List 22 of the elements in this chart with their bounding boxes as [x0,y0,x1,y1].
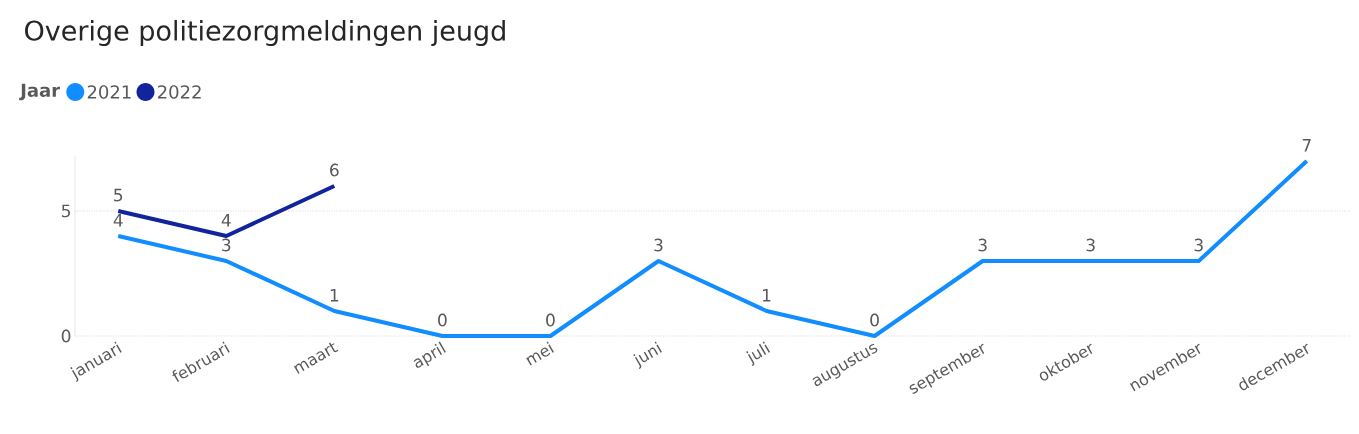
data-label: 1 [330,289,339,302]
legend-label: 2022 [158,85,201,99]
chart-title: Overige politiezorgmeldingen jeugd [25,19,505,47]
data-label: 1 [762,289,771,302]
data-label: 5 [114,188,123,202]
data-label: 4 [113,214,123,227]
x-tick-label: juli [746,341,771,367]
data-label: 3 [222,238,231,252]
data-label: 3 [1086,238,1095,252]
x-tick-label: mei [526,341,554,366]
data-label: 4 [221,214,231,227]
data-label: 6 [330,163,339,177]
data-label: 0 [438,313,447,327]
legend-title: Jaar [19,83,61,101]
data-label: 3 [654,238,663,252]
x-tick-label: april [413,341,446,368]
data-label: 0 [870,313,879,327]
data-label: 3 [978,238,987,252]
data-label: 3 [1194,238,1203,252]
data-label: 7 [1302,139,1311,152]
legend-label: 2021 [87,85,131,99]
data-label: 0 [546,313,555,327]
